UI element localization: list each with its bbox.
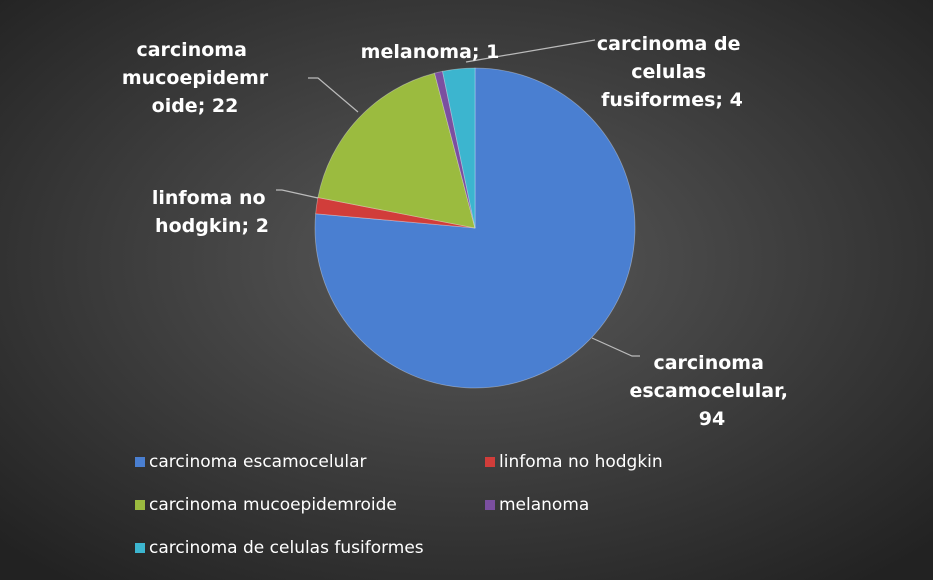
pie-slice	[434, 70, 476, 229]
legend-marker	[135, 457, 145, 467]
leader-line	[591, 337, 640, 357]
legend-label: melanoma	[499, 495, 589, 515]
leader-lines	[276, 39, 640, 357]
data-label: carcinoma mucoepidemr oide; 22	[122, 39, 269, 117]
legend-marker	[135, 500, 145, 510]
data-label: melanoma; 1	[361, 41, 500, 63]
leader-line	[276, 189, 319, 199]
pie-slice	[442, 67, 476, 229]
leader-line	[465, 39, 596, 63]
pie-slice	[317, 72, 476, 229]
pie-slice	[314, 67, 636, 389]
legend-label: carcinoma mucoepidemroide	[149, 495, 397, 515]
data-label: carcinoma escamocelular, 94	[629, 352, 794, 430]
data-label: carcinoma de celulas fusiformes; 4	[597, 33, 747, 111]
data-label: linfoma no hodgkin; 2	[152, 187, 272, 237]
legend-marker	[485, 457, 495, 467]
legend-label: linfoma no hodgkin	[499, 452, 663, 472]
legend-label: carcinoma escamocelular	[149, 452, 366, 472]
legend-label: carcinoma de celulas fusiformes	[149, 538, 424, 558]
legend-marker	[485, 500, 495, 510]
pie-slice	[315, 197, 476, 229]
legend-marker	[135, 543, 145, 553]
leader-line	[308, 77, 359, 113]
